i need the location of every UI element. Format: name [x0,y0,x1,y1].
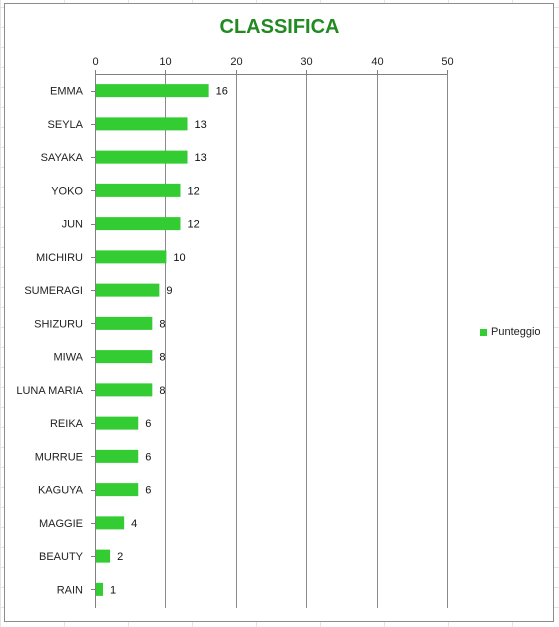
x-axis-ticks: 0 10 20 30 40 50 [92,56,453,68]
data-label: 8 [159,318,165,330]
bar [96,549,111,563]
x-tick-label: 20 [230,56,242,68]
category-label: SHIZURU [34,318,83,330]
x-tick-label: 10 [159,56,171,68]
category-label: MICHIRU [36,252,83,264]
bars [96,84,209,596]
category-label: RAIN [57,584,83,596]
legend-label: Punteggio [491,326,541,338]
category-label: EMMA [50,86,84,98]
data-label: 2 [117,551,123,563]
data-label: 16 [216,86,228,98]
bar [96,449,139,463]
category-label: SEYLA [48,119,84,131]
bar [96,316,153,330]
x-tick-label: 50 [441,56,453,68]
category-label: MURRUE [35,451,83,463]
data-label: 6 [145,485,151,497]
legend: Punteggio [480,326,541,338]
legend-swatch [480,328,487,336]
x-tick-label: 0 [92,56,98,68]
category-label: MAGGIE [39,518,83,530]
bar [96,416,139,430]
data-label: 8 [159,385,165,397]
bar [96,250,167,264]
category-label: YOKO [51,185,83,197]
category-label: SUMERAGI [24,285,83,297]
category-label: KAGUYA [38,485,84,497]
data-label: 13 [195,152,207,164]
data-label: 12 [187,185,199,197]
data-label: 10 [173,252,185,264]
bar [96,483,139,497]
value-labels: 16 13 13 12 12 10 9 8 8 8 6 6 6 4 2 1 [110,86,228,597]
x-tick-label: 40 [371,56,383,68]
bar [96,582,104,596]
bar [96,150,188,164]
category-labels: EMMA SEYLA SAYAKA YOKO JUN MICHIRU SUMERAGI SHI… [16,86,83,597]
bar [96,283,160,297]
bar [96,383,153,397]
bar [96,183,181,197]
bar [96,84,209,98]
bar [96,516,125,530]
data-label: 6 [145,451,151,463]
category-label: BEAUTY [39,551,84,563]
bar [96,350,153,364]
data-label: 13 [195,119,207,131]
x-tick-label: 30 [300,56,312,68]
bar [96,117,188,131]
data-label: 12 [187,219,199,231]
data-label: 6 [145,418,151,430]
category-label: MIWA [53,352,83,364]
bar [96,217,181,231]
data-label: 4 [131,518,137,530]
category-label: REIKA [50,418,84,430]
category-label: JUN [62,219,83,231]
data-label: 1 [110,584,116,596]
chart-title: CLASSIFICA [219,16,340,38]
category-label: LUNA MARIA [16,385,83,397]
data-label: 8 [159,352,165,364]
data-label: 9 [166,285,172,297]
category-label: SAYAKA [41,152,84,164]
